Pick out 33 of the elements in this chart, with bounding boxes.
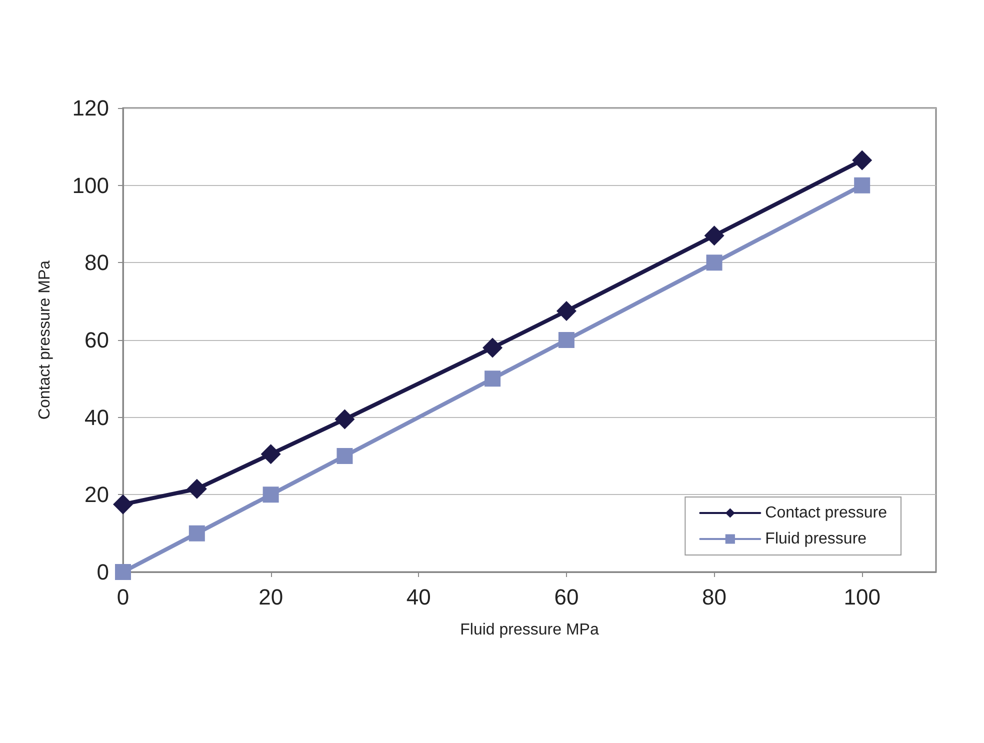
y-tick-label: 60 xyxy=(84,328,109,352)
point xyxy=(852,150,872,170)
point xyxy=(262,486,279,503)
x-axis-title: Fluid pressure MPa xyxy=(460,622,599,638)
point xyxy=(558,332,574,348)
point xyxy=(260,444,281,464)
y-axis-title: Contact pressure MPa xyxy=(36,260,54,420)
point xyxy=(484,370,501,387)
x-tick-label: 80 xyxy=(702,584,727,610)
y-tick-label: 0 xyxy=(96,560,109,584)
y-tick-label: 100 xyxy=(72,172,109,198)
x-tick-label: 60 xyxy=(554,584,579,610)
point xyxy=(854,177,870,194)
point xyxy=(556,301,576,321)
point xyxy=(336,448,353,464)
legend-label: Fluid pressure xyxy=(765,530,867,548)
point xyxy=(186,478,207,499)
x-tick-label: 100 xyxy=(844,584,880,610)
point xyxy=(334,409,355,430)
legend-label: Contact pressure xyxy=(765,504,888,522)
point xyxy=(704,226,724,246)
x-tick-label: 20 xyxy=(258,584,284,610)
point xyxy=(482,338,503,358)
y-tick-label: 120 xyxy=(72,96,109,120)
point xyxy=(706,254,722,271)
point xyxy=(113,494,133,514)
y-tick-label: 20 xyxy=(84,482,109,508)
x-tick-label: 0 xyxy=(116,584,130,610)
y-tick-label: 80 xyxy=(84,250,109,276)
point xyxy=(188,525,205,542)
y-tick-label: 40 xyxy=(84,404,109,430)
x-tick-label: 40 xyxy=(406,584,431,610)
point xyxy=(115,564,131,580)
